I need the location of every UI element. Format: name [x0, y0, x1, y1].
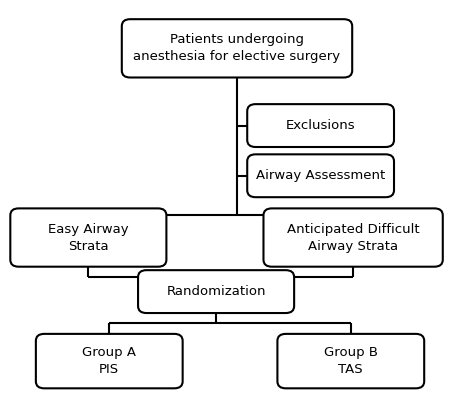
FancyBboxPatch shape	[10, 208, 166, 267]
Text: Easy Airway
Strata: Easy Airway Strata	[48, 223, 128, 253]
FancyBboxPatch shape	[138, 270, 294, 313]
Text: Anticipated Difficult
Airway Strata: Anticipated Difficult Airway Strata	[287, 223, 419, 253]
FancyBboxPatch shape	[122, 19, 352, 78]
Text: Patients undergoing
anesthesia for elective surgery: Patients undergoing anesthesia for elect…	[134, 33, 340, 63]
FancyBboxPatch shape	[247, 154, 394, 197]
FancyBboxPatch shape	[247, 104, 394, 147]
Text: Exclusions: Exclusions	[286, 119, 356, 132]
Text: Randomization: Randomization	[166, 285, 266, 298]
FancyBboxPatch shape	[264, 208, 443, 267]
Text: Group B
TAS: Group B TAS	[324, 346, 378, 376]
Text: Airway Assessment: Airway Assessment	[256, 169, 385, 182]
FancyBboxPatch shape	[277, 334, 424, 388]
FancyBboxPatch shape	[36, 334, 182, 388]
Text: Group A
PIS: Group A PIS	[82, 346, 136, 376]
